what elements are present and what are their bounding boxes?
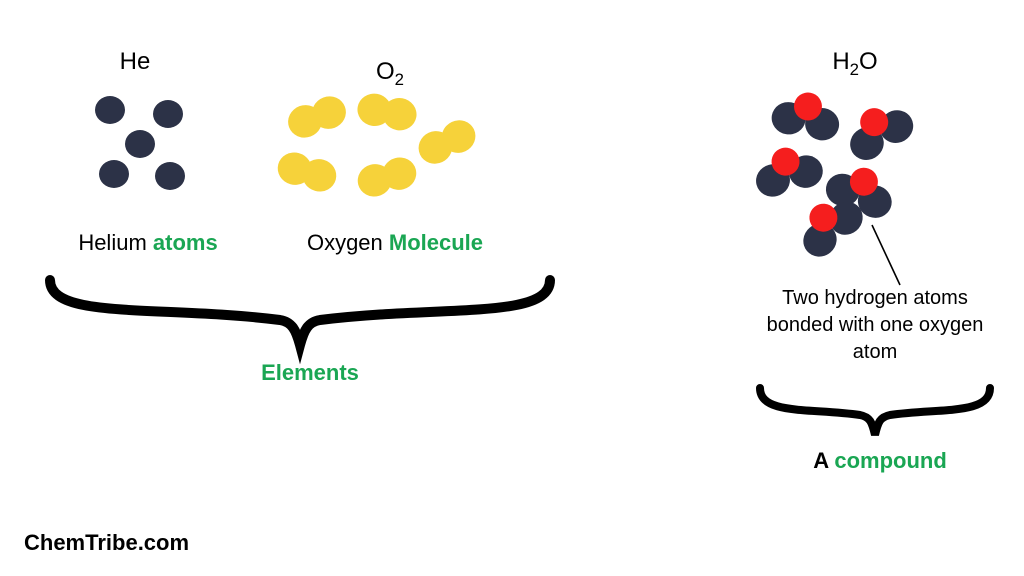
oxygen-molecule: [274, 149, 340, 196]
water-formula: H2O: [805, 48, 905, 80]
helium-atoms-graphic: [95, 95, 215, 205]
oxygen-molecules-graphic: [290, 95, 520, 235]
pointer-line: [872, 225, 900, 285]
oxygen-formula-sub: 2: [395, 70, 404, 89]
helium-atom: [153, 100, 183, 128]
helium-caption-pre: Helium: [78, 230, 153, 255]
oxygen-caption-pre: Oxygen: [307, 230, 389, 255]
helium-formula: He: [105, 48, 165, 76]
attribution-text: ChemTribe.com: [24, 530, 189, 556]
water-molecule: [749, 139, 826, 200]
water-formula-sub: 2: [850, 60, 859, 79]
oxygen-caption-highlight: Molecule: [389, 230, 483, 255]
helium-atom: [155, 162, 185, 190]
oxygen-formula-base: O: [376, 58, 395, 85]
water-formula-h: H: [832, 48, 849, 75]
elements-label: Elements: [250, 360, 370, 386]
compound-label-highlight: compound: [834, 448, 946, 473]
compound-label: A compound: [800, 448, 960, 474]
water-molecule: [769, 87, 844, 143]
compound-label-pre: A: [813, 448, 834, 473]
helium-atom: [99, 160, 129, 188]
helium-atom: [95, 96, 125, 124]
oxygen-molecule: [413, 115, 481, 169]
oxygen-molecule: [354, 154, 420, 201]
water-molecule: [838, 93, 919, 166]
water-formula-o: O: [859, 48, 878, 75]
helium-atom: [125, 130, 155, 158]
oxygen-molecule: [355, 91, 419, 133]
oxygen-formula: O2: [350, 58, 430, 90]
oxygen-molecule: [284, 92, 351, 143]
oxygen-caption: Oxygen Molecule: [280, 230, 510, 256]
water-description: Two hydrogen atoms bonded with one oxyge…: [750, 285, 1000, 366]
helium-caption: Helium atoms: [48, 230, 248, 256]
helium-caption-highlight: atoms: [153, 230, 218, 255]
